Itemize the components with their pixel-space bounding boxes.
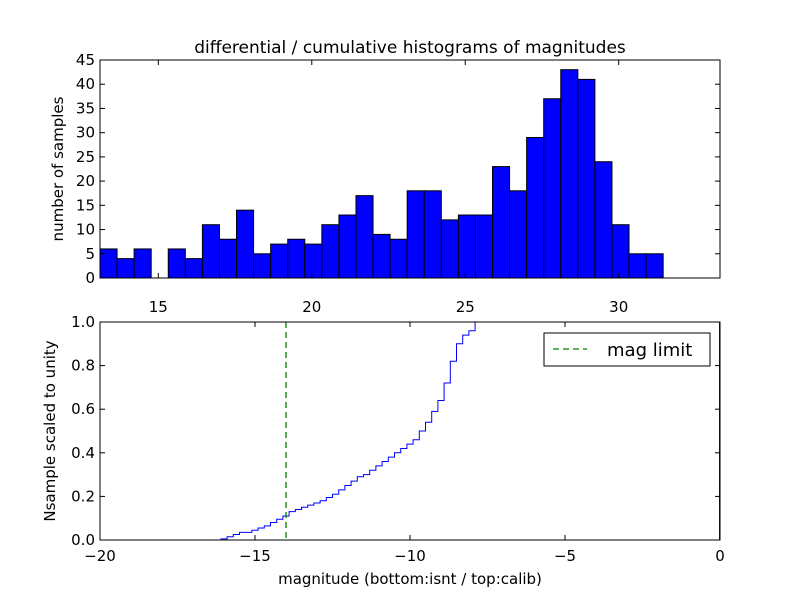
histogram-bar xyxy=(577,78,596,279)
histogram-bar xyxy=(474,214,494,279)
bottom-x-tick-label: −10 xyxy=(394,547,426,565)
legend-mag-limit-label: mag limit xyxy=(607,340,692,361)
histogram-bar xyxy=(236,209,255,279)
top-y-tick-label: 35 xyxy=(76,99,95,117)
histogram-bar xyxy=(560,69,579,279)
bottom-axes-frame xyxy=(99,321,721,541)
histogram-bar xyxy=(594,161,613,279)
bottom-x-tick-label: −20 xyxy=(84,547,116,565)
histogram-bar xyxy=(338,214,357,279)
histogram-bar xyxy=(543,98,562,279)
top-bars xyxy=(99,69,664,279)
histogram-bar xyxy=(218,238,238,279)
histogram-bar xyxy=(133,248,152,279)
bottom-y-axis-label: Nsample scaled to unity xyxy=(41,340,59,521)
top-x-tick-label: 20 xyxy=(302,298,321,316)
bottom-ticks: −20 −15 −10 −5 0 0.0 0.2 0.4 0.6 0.8 1.0 xyxy=(71,313,725,565)
top-axes-frame xyxy=(99,59,721,279)
top-x-tick-label: 25 xyxy=(456,298,475,316)
histogram-bar xyxy=(201,224,220,279)
top-y-tick-label: 45 xyxy=(76,51,95,69)
top-y-tick-label: 40 xyxy=(76,75,95,93)
top-y-tick-label: 5 xyxy=(85,245,95,263)
histogram-bar xyxy=(270,243,289,279)
top-y-axis-label: number of samples xyxy=(49,96,67,241)
plot-title: differential / cumulative histograms of … xyxy=(194,38,626,58)
histogram-bar xyxy=(440,219,459,279)
top-y-tick-label: 20 xyxy=(76,172,95,190)
histogram-bar xyxy=(389,238,408,279)
bottom-x-tick-label: −15 xyxy=(239,547,271,565)
top-y-tick-label: 10 xyxy=(76,221,95,239)
histogram-bar xyxy=(457,214,476,279)
bottom-y-tick-label: 0.6 xyxy=(71,400,95,418)
histogram-bar xyxy=(423,190,442,279)
histogram-bar xyxy=(116,258,135,279)
histogram-bar xyxy=(509,190,528,279)
bottom-y-tick-label: 1.0 xyxy=(71,313,95,331)
bottom-x-tick-label: −5 xyxy=(554,547,576,565)
bottom-y-tick-label: 0.8 xyxy=(71,357,95,375)
histogram-bar xyxy=(645,253,664,279)
histogram-bar xyxy=(406,190,425,279)
legend-box xyxy=(543,332,711,367)
top-histogram-axes: differential / cumulative histograms of … xyxy=(49,38,721,316)
top-x-tick-label: 15 xyxy=(149,298,168,316)
histogram-bar xyxy=(628,253,647,279)
top-x-tick-label: 30 xyxy=(609,298,628,316)
bottom-y-tick-label: 0.0 xyxy=(71,531,95,549)
histogram-bar xyxy=(321,224,340,279)
bottom-x-tick-label: 0 xyxy=(715,547,725,565)
bottom-x-axis-label: magnitude (bottom:isnt / top:calib) xyxy=(278,570,542,588)
histogram-bar xyxy=(287,238,306,279)
bottom-y-tick-label: 0.4 xyxy=(71,444,95,462)
bottom-y-tick-label: 0.2 xyxy=(71,487,95,505)
histogram-bar xyxy=(167,248,186,279)
histogram-bar xyxy=(492,166,511,279)
histogram-bar xyxy=(372,233,391,279)
top-ticks: 15 20 25 30 0 5 10 15 20 25 30 35 40 45 xyxy=(76,51,720,316)
bottom-cumulative-axes: Nsample scaled to unity magnitude (botto… xyxy=(41,313,725,588)
top-y-tick-label: 30 xyxy=(76,124,95,142)
histogram-bar xyxy=(611,224,630,279)
histogram-bar xyxy=(355,195,374,279)
histogram-bar xyxy=(253,253,272,279)
top-y-tick-label: 25 xyxy=(76,148,95,166)
histogram-bar xyxy=(304,243,323,279)
legend: mag limit xyxy=(543,332,711,367)
top-y-tick-label: 0 xyxy=(85,269,95,287)
histogram-bar xyxy=(184,258,203,279)
cumulative-step-line xyxy=(100,322,476,541)
histogram-bar xyxy=(526,137,545,279)
top-y-tick-label: 15 xyxy=(76,196,95,214)
